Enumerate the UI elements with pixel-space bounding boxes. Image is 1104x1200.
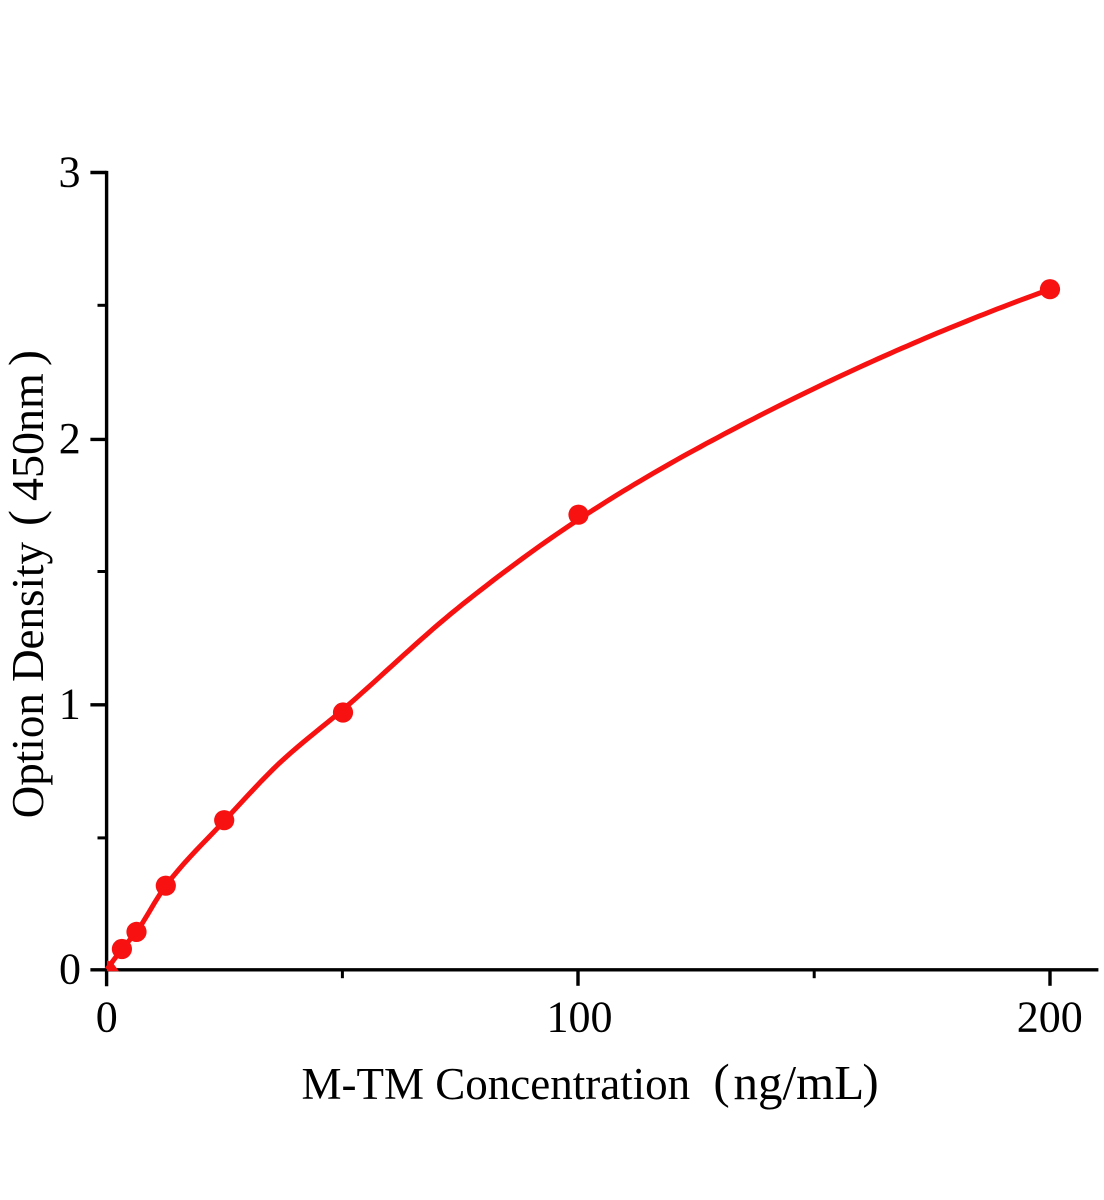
svg-text:): ) (0, 350, 53, 366)
svg-text:100: 100 (547, 993, 613, 1042)
svg-text:200: 200 (1017, 993, 1083, 1042)
svg-text:3: 3 (59, 147, 81, 196)
svg-text:(: ( (713, 1054, 729, 1109)
svg-text:2: 2 (59, 414, 81, 463)
svg-text:ng/mL: ng/mL (734, 1055, 865, 1110)
svg-text:Option Density: Option Density (3, 541, 53, 818)
svg-text:M-TM Concentration: M-TM Concentration (302, 1059, 691, 1109)
svg-text:450nm: 450nm (2, 373, 53, 501)
svg-text:1: 1 (59, 680, 81, 729)
svg-text:): ) (862, 1054, 878, 1109)
svg-text:0: 0 (96, 993, 118, 1042)
svg-text:(: ( (0, 510, 53, 526)
svg-text:0: 0 (59, 945, 81, 994)
